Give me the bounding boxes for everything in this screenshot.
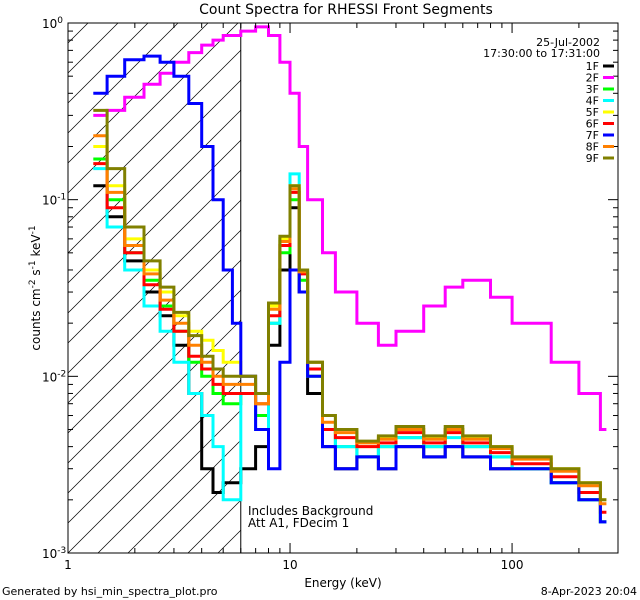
plot-frame — [67, 22, 619, 554]
legend-label-3F: 3F — [586, 83, 599, 96]
hatch-line — [68, 259, 242, 434]
chart-title: Count Spectra for RHESSI Front Segments — [199, 2, 493, 18]
series-7F — [93, 54, 607, 524]
hatch-line — [68, 229, 242, 404]
date-label: 25-Jul-2002 — [536, 36, 600, 49]
y-tick-label: 10-1 — [42, 193, 66, 208]
legend-label-5F: 5F — [586, 106, 599, 119]
x-tick-label: 10 — [282, 558, 297, 572]
footer-generated-by: Generated by hsi_min_spectra_plot.pro — [2, 585, 218, 598]
legend-label-9F: 9F — [586, 152, 599, 165]
hatch-line — [68, 109, 242, 284]
hatch-line — [68, 379, 242, 553]
y-tick-label: 100 — [42, 16, 63, 31]
y-axis-label: counts cm-2 s-1 keV-1 — [28, 225, 43, 350]
legend-label-1F: 1F — [586, 60, 599, 73]
legend-label-4F: 4F — [586, 95, 599, 108]
hatch-line — [68, 23, 179, 134]
x-tick-label: 100 — [501, 558, 524, 572]
annotation-attenuator: Att A1, FDecim 1 — [248, 516, 349, 530]
time-range-label: 17:30:00 to 17:31:00 — [483, 47, 600, 60]
legend-label-6F: 6F — [586, 118, 599, 131]
y-tick-labels: 100 10-1 10-2 10-3 — [42, 16, 66, 561]
y-tick-label: 10-3 — [42, 546, 66, 561]
y-tick-label: 10-2 — [42, 369, 66, 384]
legend-label-8F: 8F — [586, 141, 599, 154]
hatch-line — [68, 199, 242, 374]
series-9F — [93, 108, 607, 502]
hatch-line — [187, 499, 242, 553]
hatch-line — [68, 23, 89, 44]
hatch-line — [68, 23, 149, 104]
hatch-line — [68, 49, 242, 224]
legend-label-2F: 2F — [586, 72, 599, 85]
series-layer — [93, 25, 607, 524]
annotation-background: Includes Background — [248, 504, 373, 518]
legend-label-7F: 7F — [586, 129, 599, 142]
x-tick-label: 1 — [64, 558, 72, 572]
x-axis-label: Energy (keV) — [304, 576, 381, 590]
x-tick-labels: 1 10 100 — [64, 558, 523, 572]
hatch-line — [217, 529, 242, 553]
hatch-line — [68, 79, 242, 254]
hatch-line — [68, 289, 242, 464]
footer-date: 8-Apr-2023 20:04 — [541, 585, 637, 598]
hatch-line — [97, 409, 242, 553]
hatch-line — [68, 23, 119, 74]
